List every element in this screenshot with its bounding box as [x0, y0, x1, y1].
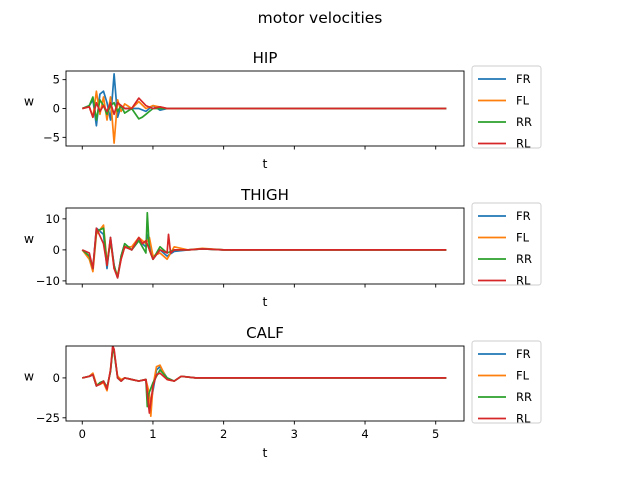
legend-label-fl: FL — [516, 369, 530, 383]
legend-box — [471, 340, 542, 424]
subplot-calf: CALF 0 1 2 3 4 5 −25 0 t w FR FL RR RL — [24, 324, 542, 460]
axes-frame — [65, 207, 465, 285]
x-tick-label: 1 — [149, 427, 156, 441]
subplot-title: CALF — [246, 324, 284, 342]
x-axis-label: t — [263, 294, 268, 309]
legend-label-rr: RR — [516, 390, 532, 404]
legend-label-rl: RL — [516, 274, 531, 288]
series-line-fl — [82, 90, 447, 144]
y-tick-label: 10 — [45, 212, 60, 226]
legend-label-fr: FR — [516, 347, 531, 361]
y-axis-label: w — [24, 369, 34, 384]
series-group — [81, 211, 447, 279]
legend-label-rl: RL — [516, 137, 531, 151]
legend: FR FL RR RL — [471, 202, 542, 288]
y-axis-label: w — [24, 94, 34, 109]
x-axis-label: t — [263, 445, 268, 460]
legend: FR FL RR RL — [471, 65, 542, 151]
axes-frame — [65, 345, 465, 422]
series-line-fl — [81, 224, 447, 276]
series-line-rl — [81, 227, 447, 279]
legend-label-rl: RL — [516, 412, 531, 426]
y-tick-label: 0 — [53, 243, 60, 257]
y-axis-label: w — [24, 231, 34, 246]
figure-suptitle: motor velocities — [258, 9, 383, 27]
y-tick-label: 0 — [53, 371, 60, 385]
legend-label-fr: FR — [516, 209, 531, 223]
legend-label-rr: RR — [516, 252, 532, 266]
subplot-title: HIP — [253, 49, 278, 67]
series-group — [82, 346, 447, 418]
y-tick-label: −10 — [36, 274, 60, 288]
series-line-rl — [82, 97, 447, 119]
x-tick-label: 0 — [79, 427, 86, 441]
x-tick-label: 4 — [361, 427, 368, 441]
y-tick-label: −5 — [43, 130, 60, 144]
legend-label-fr: FR — [516, 72, 531, 86]
x-axis-label: t — [263, 156, 268, 171]
legend-label-fl: FL — [516, 94, 530, 108]
x-tick-label: 2 — [220, 427, 227, 441]
y-tick-label: 0 — [53, 102, 60, 116]
subplot-hip: HIP −5 0 5 t w FR FL RR RL — [24, 49, 542, 171]
legend-box — [471, 202, 542, 286]
legend-label-fl: FL — [516, 231, 530, 245]
legend-label-rr: RR — [516, 115, 532, 129]
series-line-rl — [82, 346, 447, 414]
series-group — [81, 73, 447, 144]
x-tick-label: 5 — [432, 427, 439, 441]
y-tick-label: 5 — [53, 73, 60, 87]
y-tick-label: −25 — [36, 411, 60, 425]
legend-box — [471, 65, 542, 149]
legend: FR FL RR RL — [471, 340, 542, 426]
subplot-title: THIGH — [240, 186, 289, 204]
x-tick-label: 3 — [291, 427, 298, 441]
subplot-thigh: THIGH −10 0 10 t w FR FL RR RL — [24, 186, 542, 309]
